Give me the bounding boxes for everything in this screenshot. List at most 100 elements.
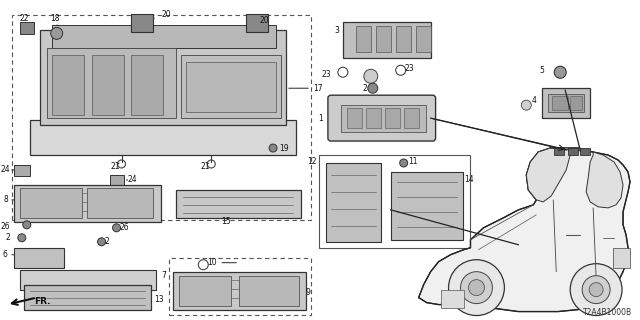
Bar [14, 165, 30, 176]
Text: T2A4B1000B: T2A4B1000B [583, 308, 632, 317]
Text: 22: 22 [20, 14, 29, 23]
Bar [109, 175, 124, 185]
Bar [179, 276, 231, 306]
Circle shape [461, 272, 492, 304]
Circle shape [554, 66, 566, 78]
Bar [356, 26, 371, 52]
Bar [552, 96, 568, 110]
Text: 10: 10 [207, 258, 217, 267]
Circle shape [113, 224, 120, 232]
Circle shape [582, 276, 610, 304]
Text: 19: 19 [279, 144, 289, 153]
Text: 20: 20 [161, 10, 171, 19]
Text: 11: 11 [409, 157, 418, 166]
Bar [440, 290, 463, 308]
Circle shape [589, 283, 603, 297]
Bar [40, 30, 286, 125]
Text: 2: 2 [5, 233, 10, 242]
Bar [14, 248, 64, 268]
Bar [548, 94, 584, 112]
Text: FR.: FR. [34, 297, 51, 306]
Text: 24: 24 [0, 165, 10, 174]
Text: 15: 15 [221, 217, 231, 226]
Text: 2: 2 [104, 237, 109, 246]
Circle shape [51, 28, 63, 39]
Bar [86, 188, 154, 218]
Text: 21: 21 [200, 163, 210, 172]
Bar [47, 48, 177, 118]
Text: 2: 2 [362, 84, 367, 93]
Text: 8: 8 [3, 196, 8, 204]
Circle shape [400, 159, 408, 167]
Circle shape [468, 280, 484, 296]
Text: 26: 26 [120, 223, 129, 232]
Text: 26: 26 [0, 222, 10, 231]
Bar [173, 272, 306, 309]
Bar [20, 188, 82, 218]
Bar [52, 55, 84, 115]
Bar [331, 98, 433, 138]
Bar [404, 108, 419, 128]
Bar [613, 248, 630, 268]
Bar [20, 270, 156, 290]
Bar [326, 163, 381, 242]
Bar [319, 155, 470, 248]
Text: 3: 3 [334, 26, 339, 35]
Text: 1: 1 [318, 114, 323, 123]
Polygon shape [586, 152, 623, 208]
Circle shape [269, 144, 277, 152]
Bar [20, 22, 34, 34]
Bar [554, 148, 564, 155]
Bar [415, 26, 431, 52]
Bar [131, 55, 163, 115]
Bar [366, 108, 381, 128]
Bar [580, 148, 590, 155]
Bar [30, 120, 296, 155]
Text: 9: 9 [306, 288, 311, 297]
Bar [12, 15, 311, 220]
Text: 12: 12 [307, 157, 317, 166]
Text: 20: 20 [259, 16, 269, 25]
Bar [186, 62, 276, 112]
Circle shape [522, 100, 531, 110]
Bar [181, 55, 281, 118]
Bar [341, 105, 426, 132]
Text: 21: 21 [111, 163, 120, 172]
Text: 23: 23 [321, 70, 331, 79]
Circle shape [368, 83, 378, 93]
Text: 24: 24 [127, 175, 137, 184]
Bar [24, 284, 152, 309]
Text: 14: 14 [465, 175, 474, 184]
Circle shape [449, 260, 504, 316]
Text: 4: 4 [531, 96, 536, 105]
Bar [347, 108, 362, 128]
Bar [52, 25, 276, 48]
Circle shape [570, 264, 622, 316]
Circle shape [97, 238, 106, 246]
Text: 6: 6 [3, 250, 8, 259]
Polygon shape [419, 148, 630, 312]
Text: 7: 7 [161, 271, 166, 280]
Bar [246, 14, 268, 32]
Text: 23: 23 [404, 64, 414, 73]
Bar [385, 108, 400, 128]
Bar [177, 190, 301, 218]
Text: 17: 17 [313, 84, 323, 93]
Bar [92, 55, 124, 115]
Bar [391, 172, 463, 240]
Bar [568, 148, 578, 155]
Bar [570, 96, 582, 110]
Bar [396, 26, 411, 52]
FancyBboxPatch shape [328, 95, 436, 141]
Polygon shape [526, 148, 570, 202]
Bar [343, 22, 431, 58]
Circle shape [364, 69, 378, 83]
Circle shape [18, 234, 26, 242]
Circle shape [23, 221, 31, 229]
Bar [170, 258, 311, 315]
Bar [131, 14, 154, 32]
Text: 18: 18 [50, 14, 60, 23]
Text: 13: 13 [154, 295, 164, 304]
Text: 5: 5 [540, 66, 544, 75]
Bar [239, 276, 299, 306]
